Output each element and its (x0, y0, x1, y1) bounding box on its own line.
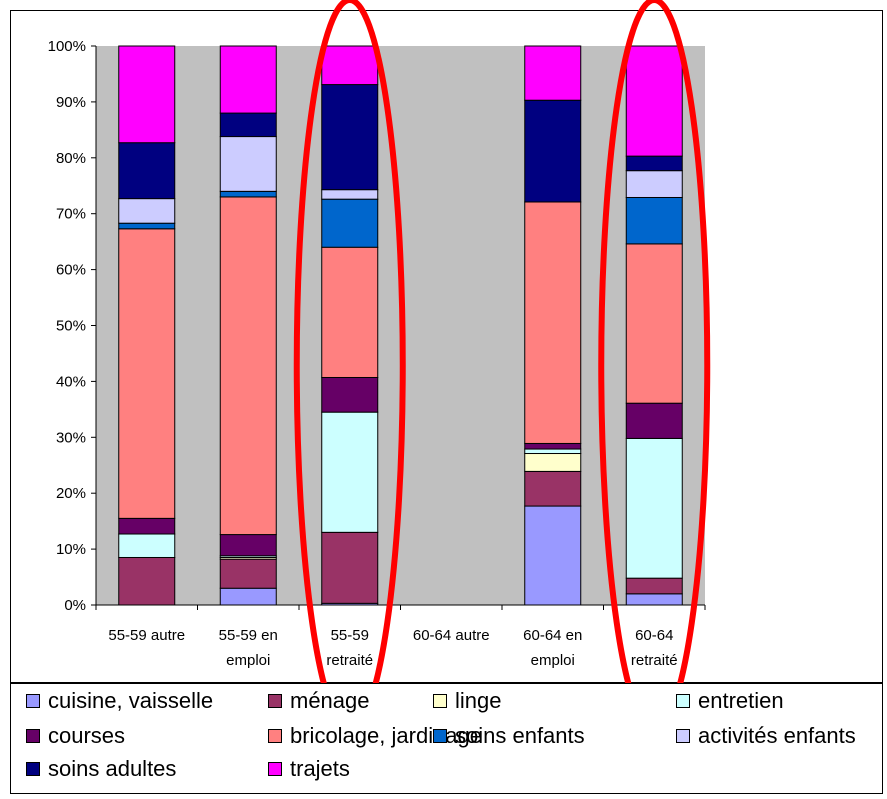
legend-label: trajets (290, 756, 350, 781)
bar-segment (321, 45, 379, 86)
legend-swatch (433, 694, 447, 708)
bar-segment (625, 196, 683, 245)
bar-segment (524, 99, 582, 203)
x-tick-label: 60-64 autre (413, 627, 490, 644)
y-tick-label: 90% (56, 94, 86, 111)
legend-item: courses (26, 721, 125, 751)
legend-item: ménage (268, 686, 370, 716)
chart-plot: 0% 10% 20% 30% 40% 50% 60% 70% 80% 90% 100% 55-59 a… (48, 0, 711, 683)
legend-item: entretien (676, 686, 784, 716)
bar-segment (219, 45, 277, 114)
bar-segment (118, 45, 176, 144)
bar-segment (118, 198, 176, 224)
bar-segment (219, 558, 277, 589)
legend-swatch (433, 729, 447, 743)
bar-segment (625, 593, 683, 606)
bar-segment (321, 198, 379, 248)
x-tick-label: 55-59 autre (108, 627, 185, 644)
bar-segment (625, 577, 683, 595)
bar-segment (524, 505, 582, 606)
bar-segment (524, 448, 582, 455)
y-tick-label: 100% (48, 38, 86, 55)
bar-segment (321, 189, 379, 200)
x-tick-label: 60-64 en (523, 627, 582, 644)
bar-segment (625, 155, 683, 172)
bar-segment (321, 531, 379, 604)
bar-segment (321, 411, 379, 533)
legend-label: courses (48, 723, 126, 748)
legend-label: linge (455, 688, 502, 713)
legend-swatch (268, 694, 282, 708)
legend-swatch (268, 729, 282, 743)
bar-segment (219, 587, 277, 606)
y-tick-label: 10% (56, 541, 86, 558)
x-tick-label: emploi (531, 652, 575, 669)
legend-swatch (26, 729, 40, 743)
bar-segment (118, 222, 176, 230)
bar-segment (625, 437, 683, 579)
bar-segment (219, 196, 277, 536)
y-tick-label: 30% (56, 429, 86, 446)
bar-segment (118, 533, 176, 558)
legend-label: soins adultes (48, 756, 177, 781)
bar-segment (321, 246, 379, 378)
legend-swatch (676, 694, 690, 708)
legend-item: activités enfants (676, 721, 856, 751)
bar-segment (118, 556, 176, 606)
x-tick-label: 60-64 (635, 627, 673, 644)
bar-segment (524, 453, 582, 472)
bar-segment (524, 442, 582, 450)
bar-segment (625, 170, 683, 198)
legend-swatch (268, 762, 282, 776)
highlight-ellipse (598, 0, 711, 683)
y-tick-label: 80% (56, 150, 86, 167)
legend-swatch (26, 762, 40, 776)
bar-segment (524, 470, 582, 507)
bar-segment (625, 45, 683, 157)
legend-label: entretien (698, 688, 784, 713)
chart-legend: cuisine, vaisselle ménage linge entretien co… (10, 683, 883, 794)
bar-segment (524, 201, 582, 444)
x-tick-label: emploi (226, 652, 270, 669)
y-tick-label: 70% (56, 206, 86, 223)
bar-segment (625, 243, 683, 404)
legend-label: cuisine, vaisselle (48, 688, 214, 713)
bar-segment (219, 534, 277, 557)
chart-frame (10, 10, 883, 683)
legend-label: activités enfants (698, 723, 856, 748)
legend-item: cuisine, vaisselle (26, 686, 213, 716)
bar-segment (219, 190, 277, 198)
bar-segment (118, 517, 176, 535)
bar-segment (118, 142, 176, 200)
legend-label: ménage (290, 688, 370, 713)
x-tick-label: 55-59 (331, 627, 369, 644)
y-tick-label: 0% (64, 597, 86, 614)
legend-item: linge (433, 686, 501, 716)
legend-item: trajets (268, 754, 350, 784)
legend-swatch (676, 729, 690, 743)
legend-label: soins enfants (455, 723, 585, 748)
bar-segment (625, 402, 683, 439)
highlight-ellipse (293, 0, 406, 683)
bar-segment (219, 112, 277, 138)
legend-item: soins adultes (26, 754, 176, 784)
bar-segment (118, 228, 176, 519)
y-tick-label: 60% (56, 262, 86, 279)
x-tick-label: retraité (631, 652, 678, 669)
legend-swatch (26, 694, 40, 708)
y-tick-label: 40% (56, 373, 86, 390)
bar-segment (321, 376, 379, 413)
x-tick-label: retraité (326, 652, 373, 669)
bar-segment (321, 84, 379, 191)
y-tick-label: 50% (56, 318, 86, 335)
bar-segment (524, 45, 582, 101)
legend-item: soins enfants (433, 721, 585, 751)
bar-segment (219, 136, 277, 192)
x-tick-label: 55-59 en (219, 627, 278, 644)
y-tick-label: 20% (56, 485, 86, 502)
